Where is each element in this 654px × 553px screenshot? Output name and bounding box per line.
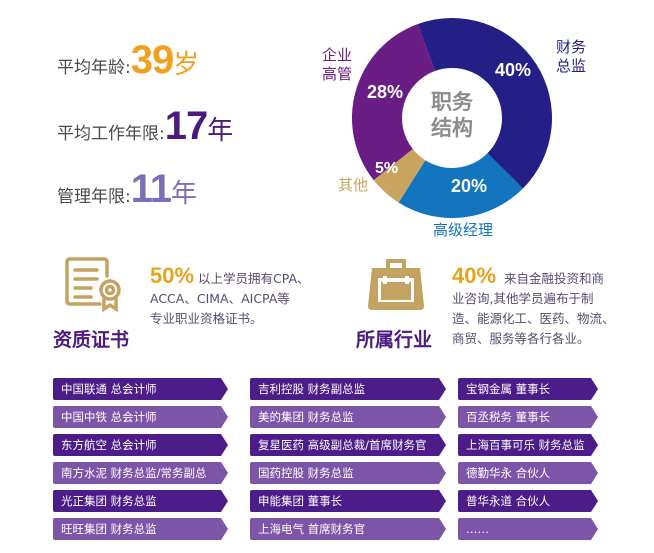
donut-center-title: 职务 结构 <box>422 89 482 141</box>
alumni-tag: 普华永道 合伙人 <box>458 490 598 512</box>
briefcase-icon <box>368 259 424 310</box>
label-line: 企业 <box>322 46 353 64</box>
pct-executive: 28% <box>367 82 404 102</box>
alumni-tag: 复星医药 高级副总裁/首席财务官 <box>250 434 446 456</box>
stat-unit: 年 <box>207 116 234 146</box>
label-executive: 企业 高管 <box>322 46 352 84</box>
alumni-tag: 旺旺集团 财务总监 <box>53 518 228 540</box>
label-line: 总监 <box>556 57 587 75</box>
certificate-pct: 50% <box>150 263 195 288</box>
pct-senior-manager: 20% <box>451 176 488 196</box>
certificate-description: 50% 以上学员拥有CPA、 ACCA、CIMA、AICPA等 专业职业资格证书… <box>150 263 350 329</box>
alumni-tag: …… <box>458 518 598 540</box>
stat-label: 管理年限: <box>57 187 131 207</box>
industry-pct: 40% <box>452 263 497 288</box>
center-title-line: 结构 <box>431 116 473 140</box>
stat-average-work-years: 平均工作年限: 17 年 <box>57 104 233 149</box>
certificate-title: 资质证书 <box>53 329 130 351</box>
label-line: 高级经理 <box>433 221 494 239</box>
alumni-tag: 中国中铁 总会计师 <box>53 406 228 428</box>
label-finance-director: 财务 总监 <box>556 38 586 76</box>
alumni-tag: 中国联通 总会计师 <box>53 378 228 400</box>
text-line: 以上学员拥有CPA、 <box>198 271 310 286</box>
industry-title: 所属行业 <box>356 329 433 351</box>
pct-other: 5% <box>375 160 399 177</box>
alumni-tag: 上海电气 首席财务官 <box>250 518 446 540</box>
alumni-tag: 宝钢金属 董事长 <box>458 378 598 400</box>
text-line: 业咨询,其他学员遍布于制 <box>452 291 594 306</box>
text-line: 专业职业资格证书。 <box>150 311 263 326</box>
stat-label: 平均年龄: <box>57 58 131 78</box>
pct-finance-director: 40% <box>495 60 532 80</box>
alumni-tag: 百丞税务 董事长 <box>458 406 598 428</box>
alumni-tag: 东方航空 总会计师 <box>53 434 228 456</box>
stat-value: 39 <box>130 38 174 82</box>
text-line: 造、能源化工、医药、物流、 <box>452 311 615 326</box>
center-title-line: 职务 <box>431 90 473 114</box>
segment-executive <box>352 24 435 181</box>
label-line: 高管 <box>322 65 353 83</box>
alumni-tag: 吉利控股 财务副总监 <box>250 378 446 400</box>
label-senior-manager: 高级经理 <box>433 221 493 240</box>
stat-label: 平均工作年限: <box>57 124 165 144</box>
job-structure-donut-chart <box>352 18 552 218</box>
stat-value: 17 <box>164 104 208 148</box>
label-line: 财务 <box>556 38 587 56</box>
stat-unit: 岁 <box>173 50 200 80</box>
alumni-tag: 光正集团 财务总监 <box>53 490 228 512</box>
certificate-icon <box>65 257 121 312</box>
alumni-tag: 申能集团 董事长 <box>250 490 446 512</box>
industry-description: 40% 来自金融投资和商 业咨询,其他学员遍布于制 造、能源化工、医药、物流、 … <box>452 263 642 349</box>
text-line: 商贸、服务等各行各业。 <box>452 331 590 346</box>
segment-senior-manager <box>398 153 523 218</box>
text-line: ACCA、CIMA、AICPA等 <box>150 291 290 306</box>
stat-value: 11 <box>130 167 172 211</box>
segment-finance-director <box>417 18 552 189</box>
alumni-tag: 上海百事可乐 财务总监 <box>458 434 598 456</box>
alumni-tag: 德勤华永 合伙人 <box>458 462 598 484</box>
label-other: 其他 <box>338 176 368 195</box>
label-line: 其他 <box>338 176 369 194</box>
alumni-tag: 美的集团 财务总监 <box>250 406 446 428</box>
stat-unit: 年 <box>171 179 198 209</box>
text-line: 来自金融投资和商 <box>504 271 605 286</box>
stat-management-years: 管理年限: 11 年 <box>57 167 197 212</box>
alumni-tag: 南方水泥 财务总监/常务副总 <box>53 462 228 484</box>
alumni-tag: 国药控股 财务总监 <box>250 462 446 484</box>
stat-average-age: 平均年龄: 39 岁 <box>57 38 199 83</box>
segment-other <box>373 149 426 203</box>
